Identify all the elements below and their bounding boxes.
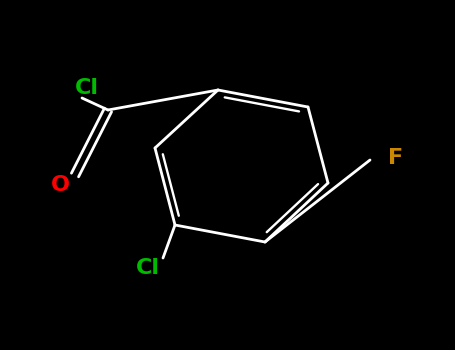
Text: Cl: Cl bbox=[136, 258, 160, 278]
Text: F: F bbox=[388, 148, 403, 168]
Text: O: O bbox=[51, 175, 70, 195]
Text: Cl: Cl bbox=[75, 78, 99, 98]
